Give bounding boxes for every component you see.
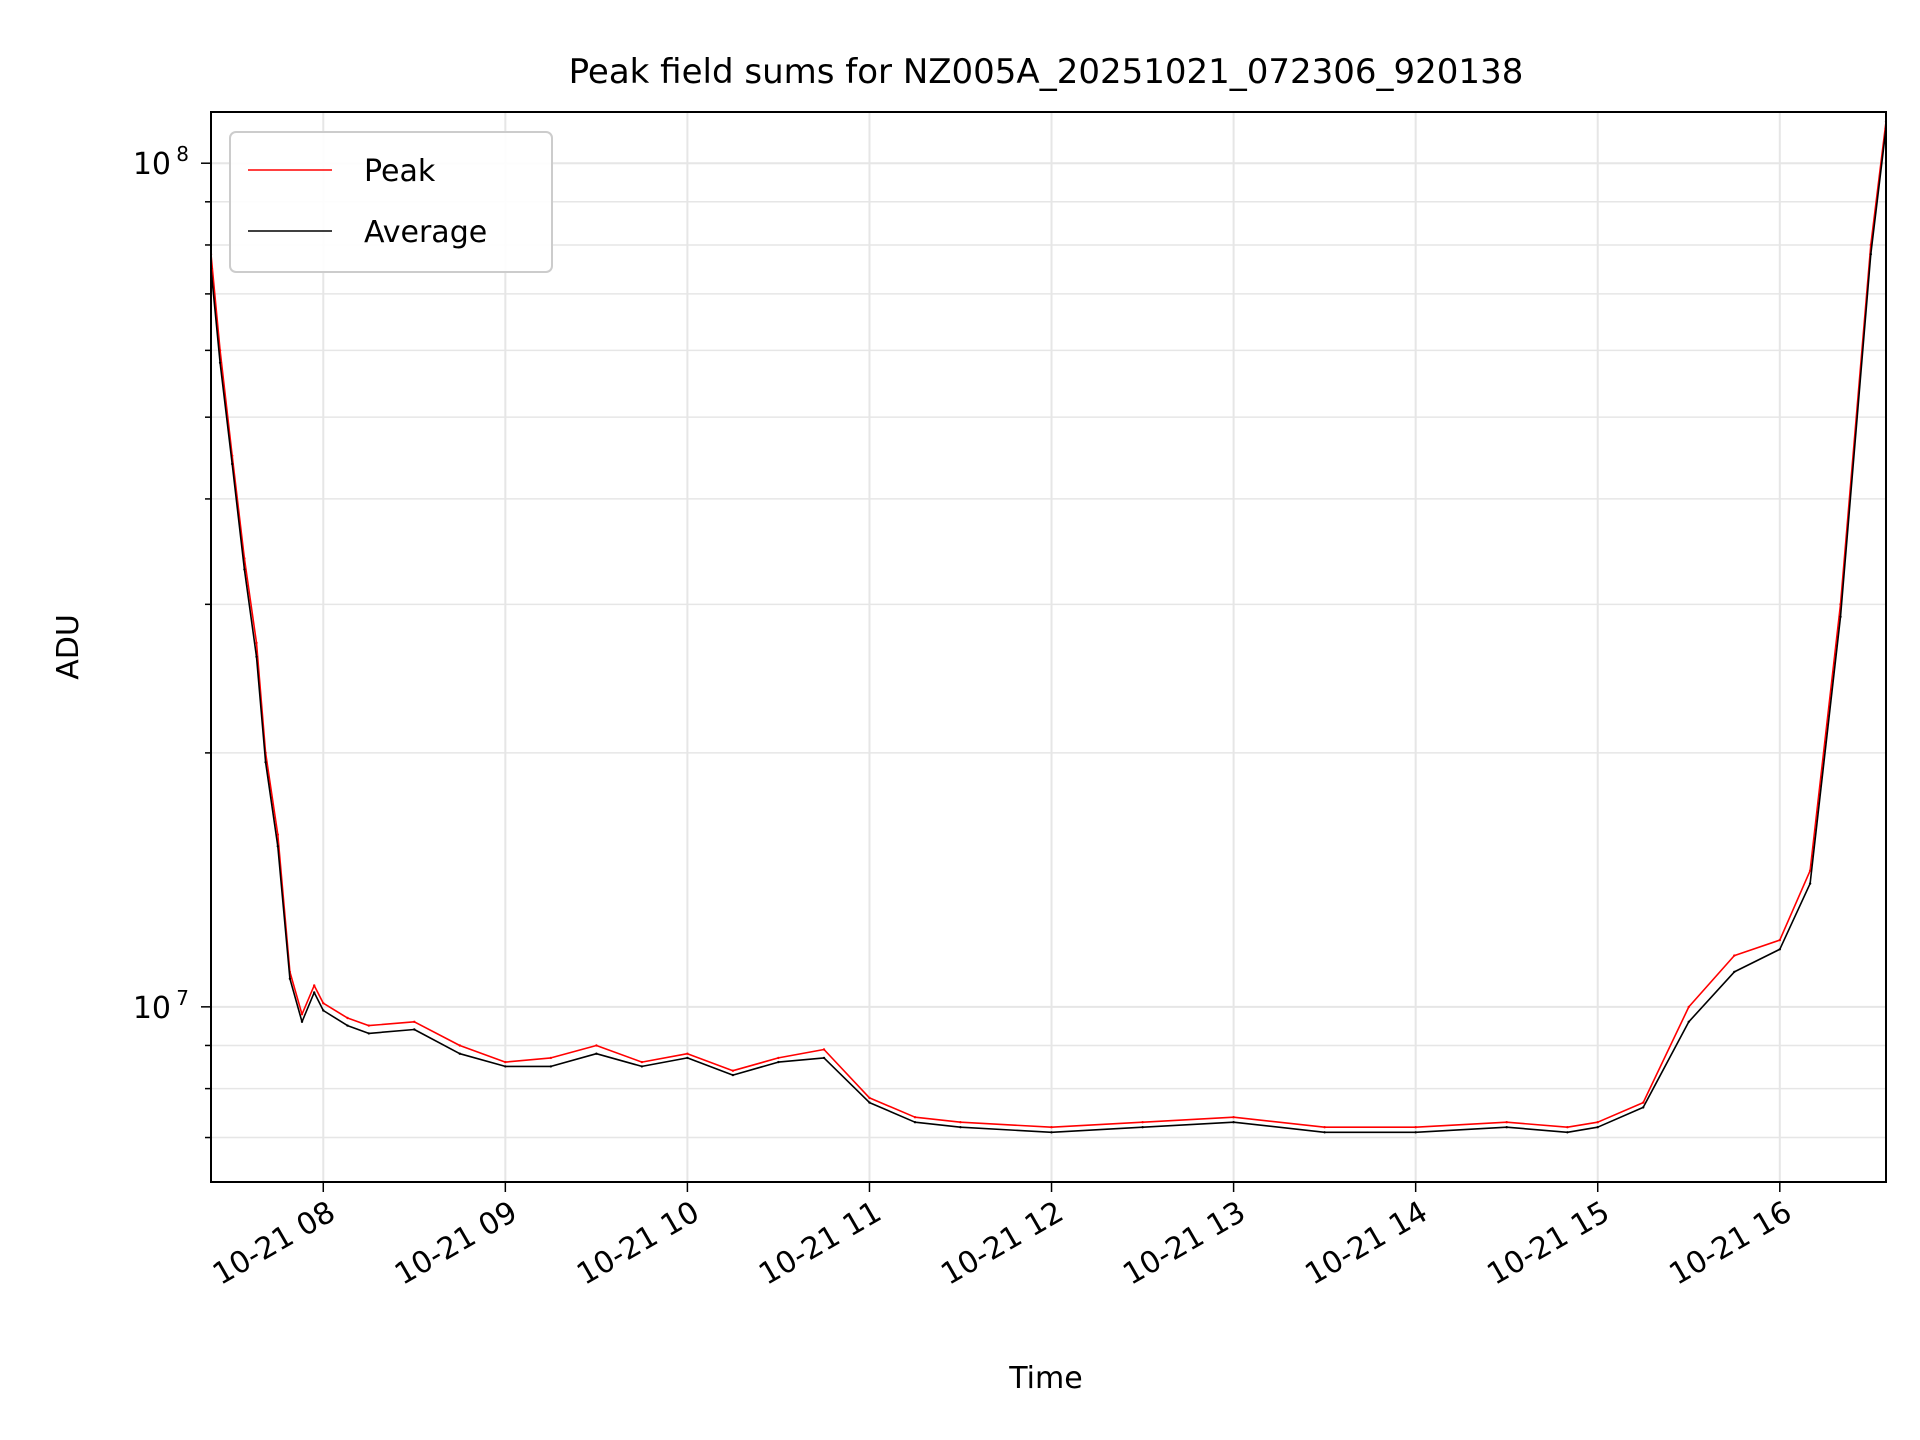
data-point-average <box>822 1056 826 1060</box>
data-point-peak <box>1505 1121 1508 1124</box>
data-point-peak <box>367 1024 370 1027</box>
data-point-average <box>1232 1121 1235 1124</box>
data-point-average <box>276 845 279 848</box>
data-point-average <box>959 1126 962 1129</box>
data-point-peak <box>913 1116 917 1119</box>
y-tick-label: 10 <box>133 991 171 1026</box>
data-point-average <box>1808 882 1812 885</box>
data-point-peak <box>1687 1005 1691 1009</box>
plot-frame <box>210 111 1887 1183</box>
data-point-average <box>1566 1131 1569 1134</box>
data-point-average <box>549 1065 553 1068</box>
data-point-average <box>1323 1131 1326 1134</box>
legend-peak-label: Peak <box>364 154 436 189</box>
data-point-peak <box>777 1056 780 1060</box>
data-point-average <box>1733 970 1736 974</box>
data-point-average <box>868 1101 871 1104</box>
data-point-average <box>243 568 246 571</box>
data-point-peak <box>1141 1121 1144 1124</box>
plot-area <box>211 112 1886 1182</box>
data-point-average <box>640 1065 644 1068</box>
data-point-average <box>346 1024 349 1027</box>
data-point-peak <box>731 1069 735 1072</box>
data-point-peak <box>504 1060 507 1064</box>
data-point-average <box>913 1121 917 1124</box>
data-point-average <box>1414 1131 1417 1134</box>
data-point-average <box>1505 1126 1508 1129</box>
data-point-peak <box>686 1052 689 1055</box>
data-point-average <box>313 991 316 994</box>
chart-title: Peak field sums for NZ005A_20251021_0723… <box>569 52 1524 92</box>
data-point-peak <box>255 641 258 645</box>
data-point-peak <box>300 1013 304 1016</box>
data-point-average <box>218 361 222 364</box>
y-tick-exponent: 8 <box>176 142 189 166</box>
data-point-average <box>413 1028 416 1031</box>
data-point-peak <box>822 1048 826 1051</box>
data-point-peak <box>322 1002 325 1005</box>
x-axis-label: Time <box>1008 1361 1082 1396</box>
data-point-average <box>1050 1131 1053 1134</box>
data-point-average <box>1596 1126 1599 1129</box>
data-point-average <box>264 761 267 764</box>
data-point-peak <box>1232 1116 1235 1119</box>
data-point-average <box>367 1032 370 1035</box>
y-axis-label: ADU <box>51 614 86 680</box>
data-point-average <box>458 1052 461 1055</box>
data-point-peak <box>640 1060 644 1064</box>
data-point-peak <box>959 1121 962 1124</box>
data-point-average <box>1778 948 1782 951</box>
data-point-average <box>1141 1126 1144 1129</box>
data-point-peak <box>413 1020 416 1023</box>
y-tick-exponent: 7 <box>176 986 189 1010</box>
y-tick-label: 10 <box>133 147 171 182</box>
data-point-average <box>255 655 258 658</box>
data-point-peak <box>868 1096 871 1100</box>
data-point-average <box>1687 1020 1691 1023</box>
data-point-peak <box>1050 1126 1053 1129</box>
data-point-average <box>731 1073 735 1077</box>
data-point-average <box>322 1009 325 1012</box>
series-line-average <box>211 128 1886 1134</box>
data-point-peak <box>1642 1101 1645 1104</box>
data-point-average <box>231 462 234 466</box>
grid <box>211 112 1886 1182</box>
data-point-average <box>1869 253 1873 256</box>
data-point-average <box>777 1060 780 1064</box>
data-point-peak <box>595 1044 598 1047</box>
data-point-average <box>595 1052 598 1055</box>
data-point-peak <box>458 1044 461 1047</box>
data-point-peak <box>276 833 279 836</box>
data-point-average <box>504 1065 507 1068</box>
data-point-peak <box>549 1056 553 1060</box>
data-point-average <box>1642 1106 1645 1109</box>
data-point-peak <box>1566 1126 1569 1129</box>
legend: Peak Average <box>229 131 553 273</box>
data-point-peak <box>1414 1126 1417 1129</box>
series-lines <box>211 120 1886 1134</box>
data-point-average <box>686 1056 689 1060</box>
data-point-peak <box>1733 954 1736 957</box>
data-point-peak <box>346 1016 349 1020</box>
data-point-peak <box>313 984 316 987</box>
data-point-average <box>300 1020 304 1023</box>
data-point-peak <box>1596 1121 1599 1124</box>
data-point-peak <box>1778 938 1782 942</box>
data-point-average <box>1839 615 1842 618</box>
data-point-peak <box>1323 1126 1326 1129</box>
data-point-average <box>288 977 292 980</box>
legend-box <box>229 131 553 273</box>
legend-average-label: Average <box>364 215 487 250</box>
